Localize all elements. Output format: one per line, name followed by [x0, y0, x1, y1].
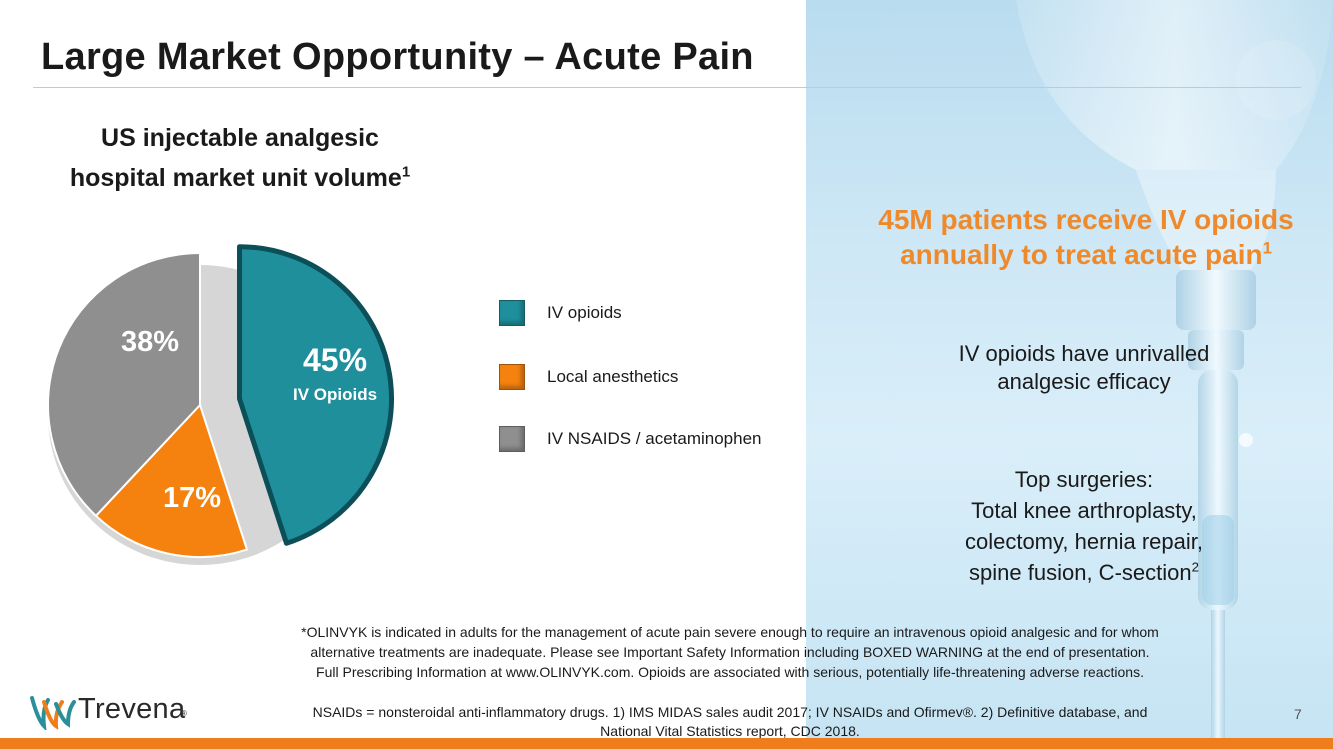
abbreviations-footnote: NSAIDs = nonsteroidal anti-inflammatory … — [215, 703, 1245, 741]
legend-item-iv-opioids: IV opioids — [499, 300, 819, 328]
surgeries-line-3: colectomy, hernia repair, — [964, 529, 1204, 554]
chart-title-line-1: US injectable analgesic — [101, 124, 379, 152]
pie-slice-iv-opioids — [237, 244, 394, 546]
chart-title-footnote: 1 — [401, 163, 411, 181]
logo-wordmark: Trevena — [78, 693, 186, 725]
trevena-logo: Trevena ® — [28, 690, 208, 732]
chart-title-line-2: hospital market unit volume1 — [30, 158, 450, 198]
legend-label-local-anesthetics: Local anesthetics — [547, 367, 679, 386]
efficacy-line-1: IV opioids have unrivalled — [958, 341, 1210, 366]
surgeries-line-2: Total knee arthroplasty, — [971, 498, 1197, 523]
page-number: 7 — [1294, 706, 1302, 722]
footnote-line-1: *OLINVYK is indicated in adults for the … — [301, 624, 1159, 640]
slice-label-iv-opioids: 45% — [303, 342, 367, 378]
legend-label-iv-opioids: IV opioids — [547, 303, 622, 322]
footnote-line-3: Full Prescribing Information at www.OLIN… — [316, 664, 1144, 680]
legend-item-local-anesthetics: Local anesthetics — [499, 364, 819, 392]
chart-title: US injectable analgesic hospital market … — [30, 118, 450, 198]
slice-sublabel-iv-opioids: IV Opioids — [293, 385, 377, 404]
chart-title-line-2-text: hospital market unit volume — [69, 164, 402, 192]
efficacy-statement: IV opioids have unrivalled analgesic eff… — [926, 340, 1242, 396]
footnote-line-2: alternative treatments are inadequate. P… — [310, 644, 1150, 660]
abbrev-line-2: National Vital Statistics report, CDC 20… — [600, 723, 860, 739]
legend-swatch-gray — [499, 426, 525, 452]
surgeries-line-1: Top surgeries: — [1014, 467, 1154, 492]
logo-registered-mark: ® — [181, 709, 187, 718]
pie-slice-iv-nsaids-acetaminophen — [47, 251, 201, 518]
efficacy-line-2: analgesic efficacy — [997, 369, 1171, 394]
surgeries-footnote: 2 — [1191, 559, 1199, 575]
pie-slice-local-anesthetics — [94, 403, 249, 558]
abbrev-line-1: NSAIDs = nonsteroidal anti-inflammatory … — [312, 704, 1148, 720]
callout-line-2: annually to treat acute pain1 — [836, 237, 1333, 272]
legend-label-iv-nsaids: IV NSAIDS / acetaminophen — [547, 429, 762, 448]
slice-label-local-anesthetics: 17% — [163, 482, 221, 514]
patients-callout: 45M patients receive IV opioids annually… — [836, 202, 1333, 272]
slice-label-iv-nsaids: 38% — [121, 326, 179, 358]
surgeries-line-4-text: spine fusion, C-section — [969, 560, 1192, 585]
surgeries-line-4: spine fusion, C-section2 — [926, 557, 1242, 588]
legend-item-iv-nsaids: IV NSAIDS / acetaminophen — [499, 426, 819, 454]
indication-footnote: *OLINVYK is indicated in adults for the … — [215, 622, 1245, 682]
market-share-pie-chart: 45% IV Opioids 17% 38% — [47, 244, 394, 565]
top-surgeries: Top surgeries: Total knee arthroplasty, … — [926, 464, 1242, 588]
slide-title: Large Market Opportunity – Acute Pain — [41, 36, 754, 78]
callout-footnote: 1 — [1262, 238, 1272, 258]
iv-bag-background-image — [806, 0, 1333, 738]
pie-slices — [47, 244, 394, 558]
title-divider — [33, 87, 1301, 88]
trevena-logo-mark-icon — [30, 696, 76, 732]
legend-swatch-orange — [499, 364, 525, 390]
legend-swatch-teal — [499, 300, 525, 326]
callout-line-2-text: annually to treat acute pain — [900, 239, 1263, 270]
callout-line-1: 45M patients receive IV opioids — [878, 204, 1294, 235]
bottom-accent-bar — [0, 738, 1333, 749]
